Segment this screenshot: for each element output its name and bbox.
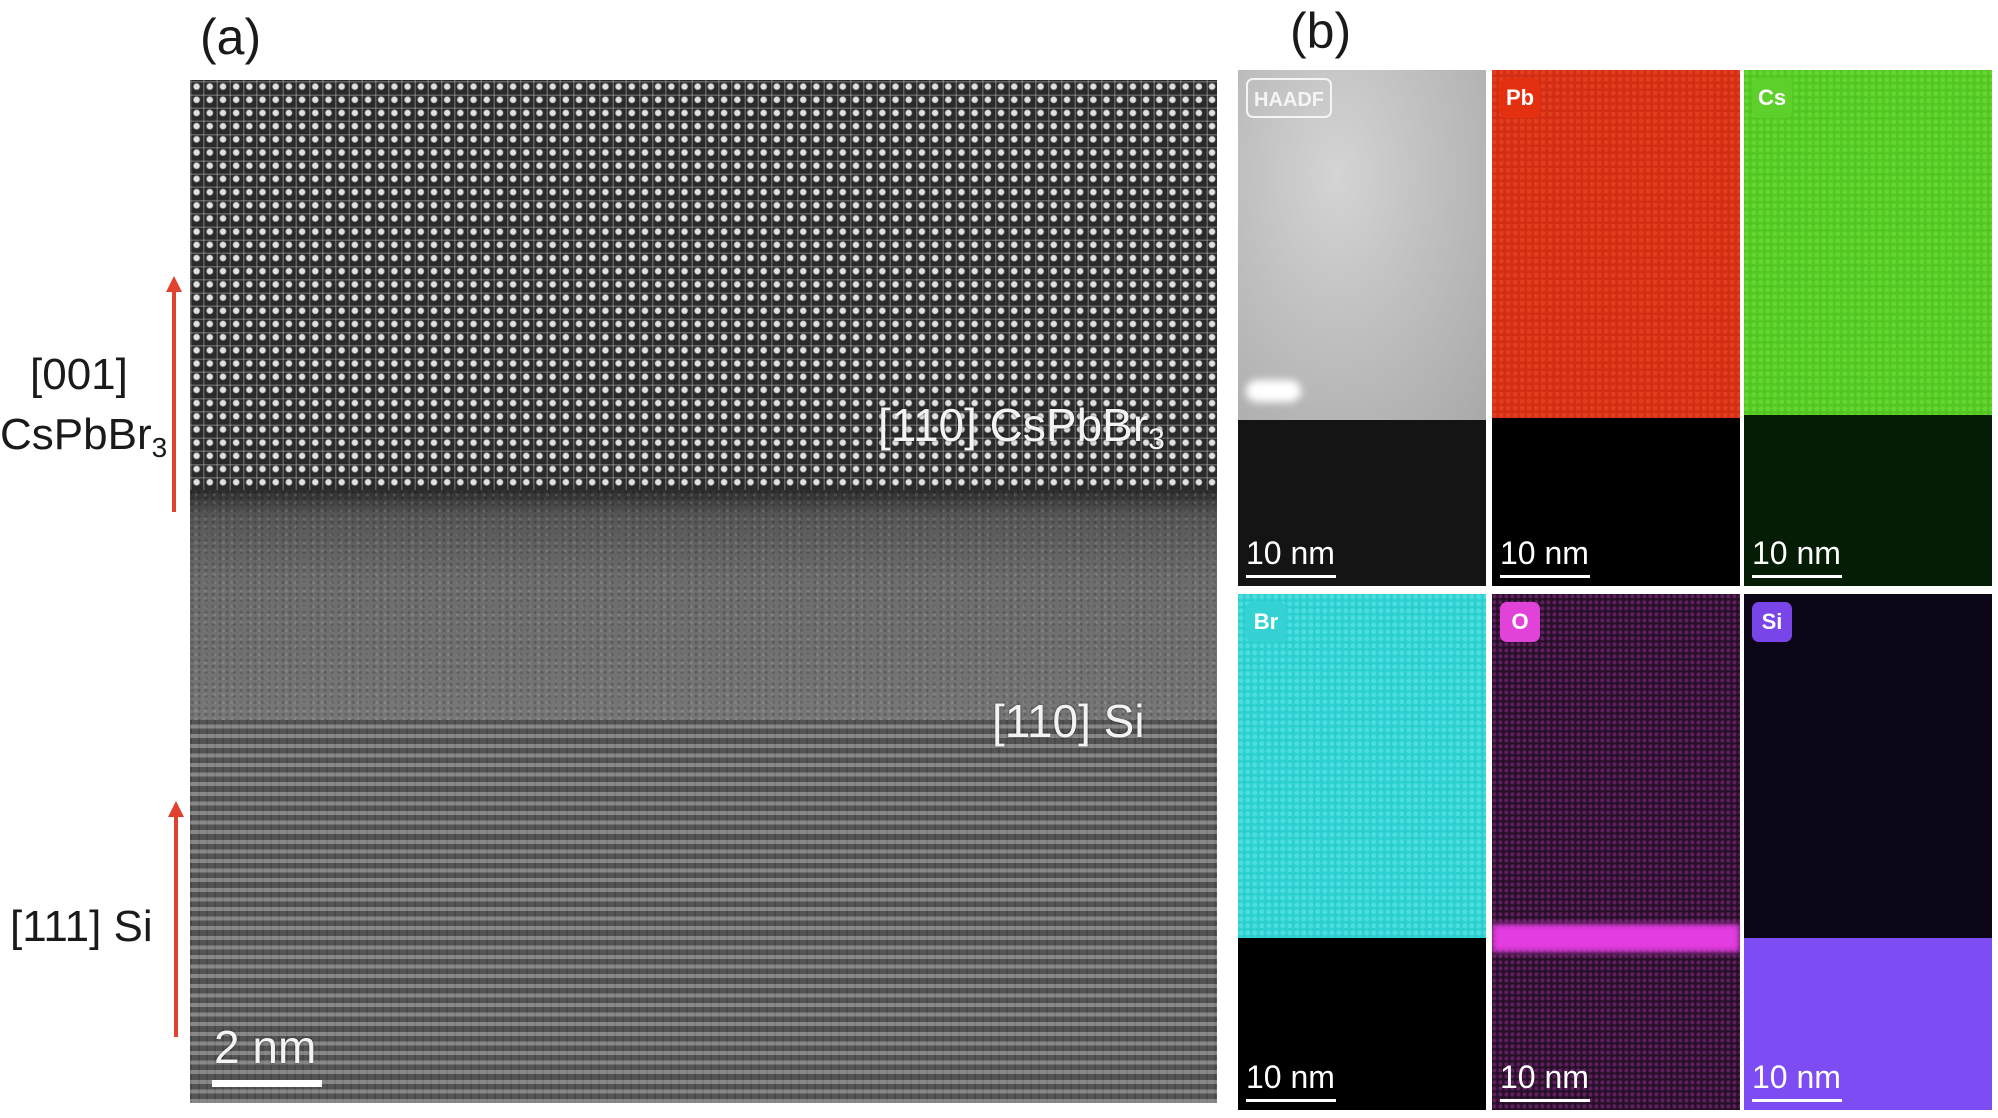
map-scale-bar — [1246, 1099, 1336, 1102]
si-background — [1744, 594, 1992, 938]
o-map: O 10 nm — [1492, 594, 1740, 1110]
si-signal — [1744, 938, 1992, 1110]
map-tag-si: Si — [1752, 602, 1792, 642]
pb-map: Pb 10 nm — [1492, 70, 1740, 586]
si-lattice-region — [190, 720, 1217, 1103]
map-scale-label: 10 nm — [1500, 1059, 1589, 1095]
si-direction-label: [111] Si — [10, 902, 153, 951]
cs-signal — [1744, 70, 1992, 415]
interface-region — [190, 490, 1217, 750]
map-scale-label: 10 nm — [1246, 1059, 1335, 1095]
br-map: Br 10 nm — [1238, 594, 1486, 1110]
si-direction-arrow — [168, 801, 184, 1037]
br-signal — [1238, 594, 1486, 938]
cspbbr3-direction-label: [001] — [30, 350, 128, 399]
map-scale-label: 10 nm — [1752, 535, 1841, 571]
haadf-substrate — [1238, 420, 1486, 586]
map-tag-br: Br — [1246, 602, 1286, 642]
si-zone-label: [110] Si — [992, 695, 1145, 747]
map-tag-o: O — [1500, 602, 1540, 642]
panel-b-letter: (b) — [1290, 3, 1352, 59]
map-scale-bar — [1752, 1099, 1842, 1102]
map-scale-bar — [1500, 1099, 1590, 1102]
scale-bar — [212, 1080, 322, 1087]
scale-bar-label: 2 nm — [214, 1021, 317, 1073]
map-scale-bar — [1752, 575, 1842, 578]
map-scale-bar — [1500, 575, 1590, 578]
haadf-map: HAADF 10 nm — [1238, 70, 1486, 586]
haadf-film — [1238, 70, 1486, 420]
tem-micrograph: [110] CsPbBr3 [110] Si 2 nm — [190, 80, 1217, 1103]
cs-background — [1744, 415, 1992, 586]
map-tag-pb: Pb — [1500, 78, 1541, 118]
o-interface-band — [1492, 924, 1740, 952]
map-tag-haadf: HAADF — [1246, 78, 1332, 118]
map-tag-cs: Cs — [1752, 78, 1793, 118]
map-scale-bar — [1246, 575, 1336, 578]
map-scale-label: 10 nm — [1752, 1059, 1841, 1095]
si-map: Si 10 nm — [1744, 594, 1992, 1110]
cs-map: Cs 10 nm — [1744, 70, 1992, 586]
cspbbr3-material-label: CsPbBr3 — [0, 410, 168, 463]
cspbbr3-direction-arrow — [166, 276, 182, 512]
cspbbr3-lattice-region — [190, 80, 1217, 505]
pb-signal — [1492, 70, 1740, 418]
cspbbr3-zone-label: [110] CsPbBr3 — [878, 399, 1165, 456]
pb-background — [1492, 418, 1740, 586]
map-scale-label: 10 nm — [1246, 535, 1335, 571]
br-background — [1238, 938, 1486, 1110]
map-scale-label: 10 nm — [1500, 535, 1589, 571]
panel-a-letter: (a) — [200, 9, 262, 65]
